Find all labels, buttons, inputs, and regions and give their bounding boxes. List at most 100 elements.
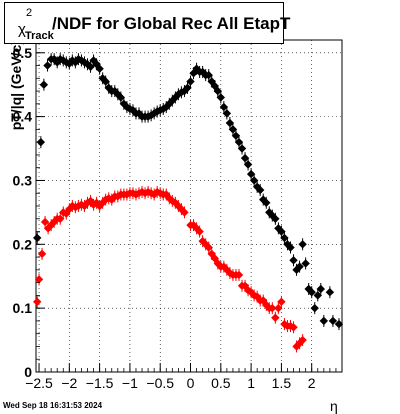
data-point [234, 137, 244, 147]
x-tick-label: −1.5 [86, 375, 114, 391]
y-tick-label: 0 [24, 364, 32, 380]
data-point [189, 69, 198, 78]
y-tick-label: 0.3 [13, 172, 33, 188]
x-tick-label: 1 [247, 375, 255, 391]
data-point [122, 190, 132, 199]
data-point [95, 64, 104, 73]
data-point [246, 169, 256, 179]
data-point [186, 77, 195, 86]
data-point [204, 243, 213, 252]
data-point [213, 86, 222, 96]
x-tick-label: −2.5 [25, 375, 53, 391]
data-point [259, 195, 268, 204]
data-point [68, 201, 77, 211]
series [33, 53, 344, 331]
data-point [216, 93, 226, 102]
data-point [210, 81, 219, 91]
data-point [274, 303, 283, 313]
series [33, 185, 307, 353]
data-point [116, 93, 126, 102]
data-point [334, 319, 344, 329]
data-point [159, 104, 168, 114]
y-tick-label: 0.2 [13, 236, 33, 252]
data-point [92, 60, 101, 69]
data-point [225, 118, 235, 128]
y-tick-label: 0.1 [13, 300, 33, 316]
data-point [86, 62, 95, 72]
title-box: χ 2 Track /NDF for Global Rec All EtapT [4, 2, 290, 44]
data-point [316, 284, 325, 294]
grid-lines [36, 40, 342, 373]
x-tick-label: −2 [61, 375, 77, 391]
data-point [180, 86, 189, 96]
y-tick-label: 0.4 [13, 109, 33, 125]
data-point [43, 61, 52, 70]
data-point [113, 90, 123, 99]
data-point [222, 109, 232, 118]
data-point [107, 195, 116, 204]
timestamp: Wed Sep 18 16:31:53 2024 [3, 401, 103, 410]
data-point [295, 262, 304, 271]
data-point [183, 83, 192, 93]
data-point [146, 111, 156, 120]
data-point [39, 80, 49, 89]
data-points [33, 53, 344, 353]
data-point [110, 86, 119, 96]
data-point [89, 56, 98, 65]
data-point [59, 208, 68, 217]
data-point [101, 77, 110, 86]
data-point [149, 190, 159, 199]
data-point [80, 201, 89, 211]
data-point [234, 270, 244, 280]
data-point [231, 131, 241, 140]
data-point [298, 335, 307, 345]
data-point [101, 195, 110, 204]
data-point [204, 70, 213, 80]
data-point [240, 153, 250, 163]
data-point [71, 58, 80, 67]
data-point [171, 93, 180, 102]
data-point [219, 262, 229, 271]
data-point [131, 190, 141, 199]
data-point [189, 220, 198, 230]
data-point [62, 209, 71, 218]
data-point [243, 160, 253, 169]
data-point [56, 214, 65, 223]
y-tick-label: 0.5 [13, 45, 33, 61]
data-point [286, 243, 295, 252]
data-point [180, 208, 189, 217]
axes: −2.5 −2 −1.5 −1 −0.5 0 0.5 1 1.5 2 0 0.1 0.2 0.3 0.4 0.… [13, 45, 337, 391]
data-point [277, 297, 286, 306]
data-point [37, 249, 47, 259]
data-point [289, 323, 298, 332]
data-point [298, 240, 307, 249]
data-point [310, 303, 319, 313]
data-point [83, 60, 92, 69]
data-point [33, 233, 42, 243]
data-point [34, 275, 44, 284]
data-point [65, 59, 74, 68]
data-point [149, 109, 159, 118]
y-axis-label: pT/|q| (GeV/c) [8, 40, 24, 130]
data-point [307, 287, 316, 297]
x-tick-label: 0 [187, 375, 195, 391]
data-point [325, 287, 335, 297]
data-point [140, 189, 150, 198]
data-point [95, 201, 104, 211]
data-point [219, 102, 229, 112]
title-symbol: χ [18, 21, 26, 38]
data-point [268, 303, 277, 313]
data-point [255, 185, 265, 195]
x-tick-label: −0.5 [146, 375, 174, 391]
data-point [249, 176, 259, 185]
data-point [74, 54, 83, 64]
x-tick-label: 0.5 [211, 375, 231, 391]
data-point [301, 259, 310, 268]
data-point [228, 125, 238, 134]
data-point [40, 217, 50, 227]
data-point [86, 196, 95, 206]
data-point [198, 236, 207, 246]
data-point [262, 198, 271, 208]
data-point [62, 58, 71, 67]
